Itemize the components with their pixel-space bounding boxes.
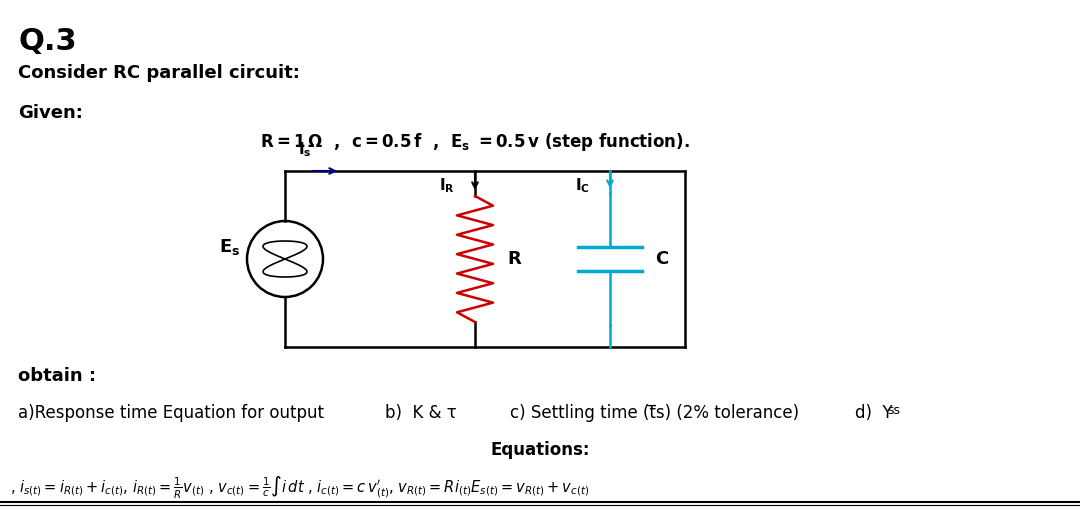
Text: d)  Y: d) Y [855,404,893,422]
Text: ss: ss [887,404,900,417]
Text: $\mathbf{I_C}$: $\mathbf{I_C}$ [575,176,590,195]
Text: Given:: Given: [18,104,83,122]
Text: Consider RC parallel circuit:: Consider RC parallel circuit: [18,64,300,82]
Text: $\mathbf{E_s}$: $\mathbf{E_s}$ [219,237,241,257]
Text: $\mathbf{R}$: $\mathbf{R}$ [507,250,523,268]
Text: obtain :: obtain : [18,367,96,385]
Text: Q.3: Q.3 [18,27,77,56]
Text: $\mathbf{C}$: $\mathbf{C}$ [654,250,670,268]
Text: $\mathbf{I_s}$: $\mathbf{I_s}$ [298,140,312,159]
Text: c) Settling time (t̅s) (2% tolerance): c) Settling time (t̅s) (2% tolerance) [510,404,799,422]
Text: a)Response time Equation for output: a)Response time Equation for output [18,404,324,422]
Text: Equations:: Equations: [490,441,590,459]
Text: $\mathbf{I_R}$: $\mathbf{I_R}$ [440,176,455,195]
Text: , $i_{s(t)} = i_{R(t)} + i_{c(t)}$, $i_{R(t)} = \frac{1}{R}v_{(t)}$ , $v_{c(t)} : , $i_{s(t)} = i_{R(t)} + i_{c(t)}$, $i_{… [10,474,590,500]
Text: $\mathbf{R=1\,\Omega}$  ,  $\mathbf{c= 0.5\,f}$  ,  $\mathbf{E_s}$ $\mathbf{=0.5: $\mathbf{R=1\,\Omega}$ , $\mathbf{c= 0.5… [260,131,690,153]
Text: b)  K & τ: b) K & τ [384,404,457,422]
